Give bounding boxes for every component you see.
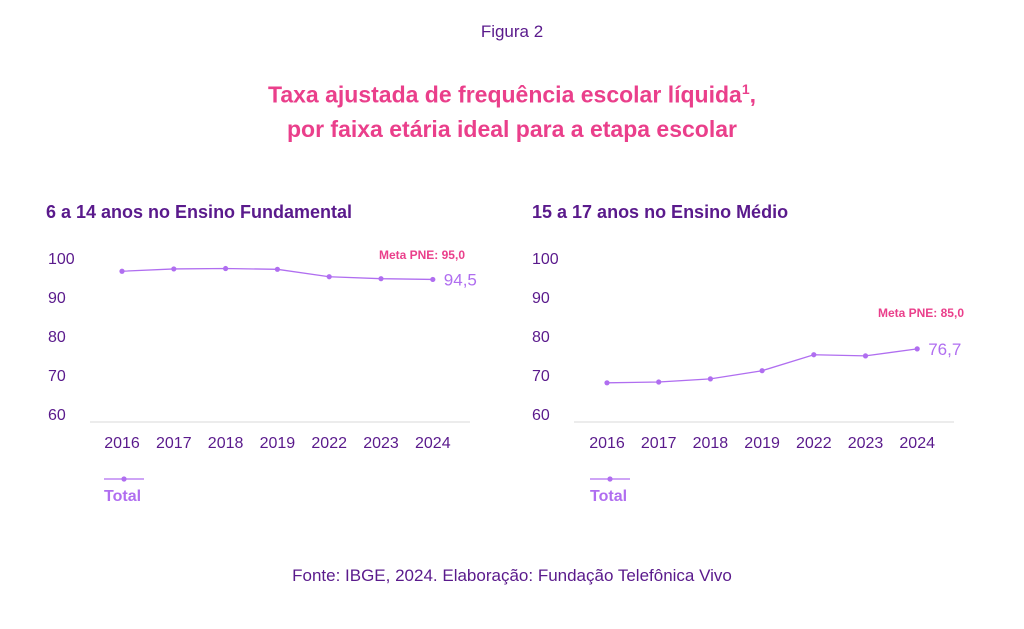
data-point [862, 353, 869, 359]
x-tick-label: 2017 [156, 435, 192, 452]
y-tick-label: 60 [532, 407, 550, 424]
panel-title: 15 a 17 anos no Ensino Médio [532, 202, 788, 222]
data-point [274, 266, 280, 272]
chart-title: Taxa ajustada de frequência escolar líqu… [0, 72, 1024, 146]
y-tick-label: 100 [48, 251, 75, 268]
y-tick-label: 70 [48, 368, 66, 385]
figure-label: Figura 2 [480, 22, 544, 41]
y-tick-label: 90 [532, 290, 550, 307]
x-tick-label: 2018 [208, 435, 244, 452]
meta-pne-label: Meta PNE: 95,0 [379, 248, 465, 262]
data-point [119, 268, 125, 274]
x-tick-label: 2024 [415, 435, 451, 452]
title-comma: , [749, 81, 756, 108]
x-tick-label: 2016 [104, 435, 140, 452]
title-line-2: por faixa etária ideal para a etapa esco… [286, 115, 737, 142]
x-tick-label: 2022 [311, 435, 347, 452]
x-tick-label: 2023 [363, 435, 399, 452]
x-tick-label: 2024 [899, 435, 935, 452]
last-value-label: 94,5 [444, 270, 477, 289]
data-point [811, 352, 817, 358]
y-tick-label: 100 [532, 251, 559, 268]
y-tick-label: 80 [48, 329, 66, 346]
title-footnote-marker: 1 [741, 81, 750, 97]
x-tick-label: 2018 [693, 435, 729, 452]
legend-point-swatch [607, 476, 613, 482]
data-point [430, 276, 436, 283]
title-line-1: Taxa ajustada de frequência escolar líqu… [268, 81, 742, 108]
data-point [326, 274, 332, 280]
data-point [171, 266, 177, 272]
data-point [378, 276, 384, 282]
y-tick-label: 80 [532, 329, 550, 346]
data-point [604, 380, 610, 386]
data-point [914, 346, 920, 352]
x-tick-label: 2016 [589, 435, 625, 452]
chart-ensino-medio: 15 a 17 anos no Ensino Médio 60 70 80 90 100 2… [532, 202, 964, 505]
x-tick-label: 2019 [744, 435, 780, 452]
data-point [707, 376, 713, 382]
series-line-total [606, 348, 918, 384]
last-value-label: 76,7 [928, 340, 961, 359]
x-tick-label: 2019 [260, 435, 296, 452]
y-tick-label: 90 [48, 290, 66, 307]
x-tick-label: 2022 [796, 435, 832, 452]
legend-point-swatch [121, 476, 127, 482]
chart-ensino-fundamental: 6 a 14 anos no Ensino Fundamental 60 70 80 9… [46, 202, 477, 505]
data-point [656, 379, 662, 385]
legend-label-total: Total [590, 488, 627, 505]
y-tick-label: 70 [532, 368, 550, 385]
y-tick-label: 60 [48, 407, 66, 424]
meta-pne-label: Meta PNE: 85,0 [878, 306, 964, 320]
data-point [223, 265, 229, 272]
panel-title: 6 a 14 anos no Ensino Fundamental [46, 202, 352, 222]
source-note: Fonte: IBGE, 2024. Elaboração: Fundação … [292, 566, 732, 585]
x-tick-label: 2017 [641, 435, 677, 452]
legend-label-total: Total [104, 488, 141, 505]
x-tick-label: 2023 [848, 435, 884, 452]
data-point [759, 368, 765, 374]
